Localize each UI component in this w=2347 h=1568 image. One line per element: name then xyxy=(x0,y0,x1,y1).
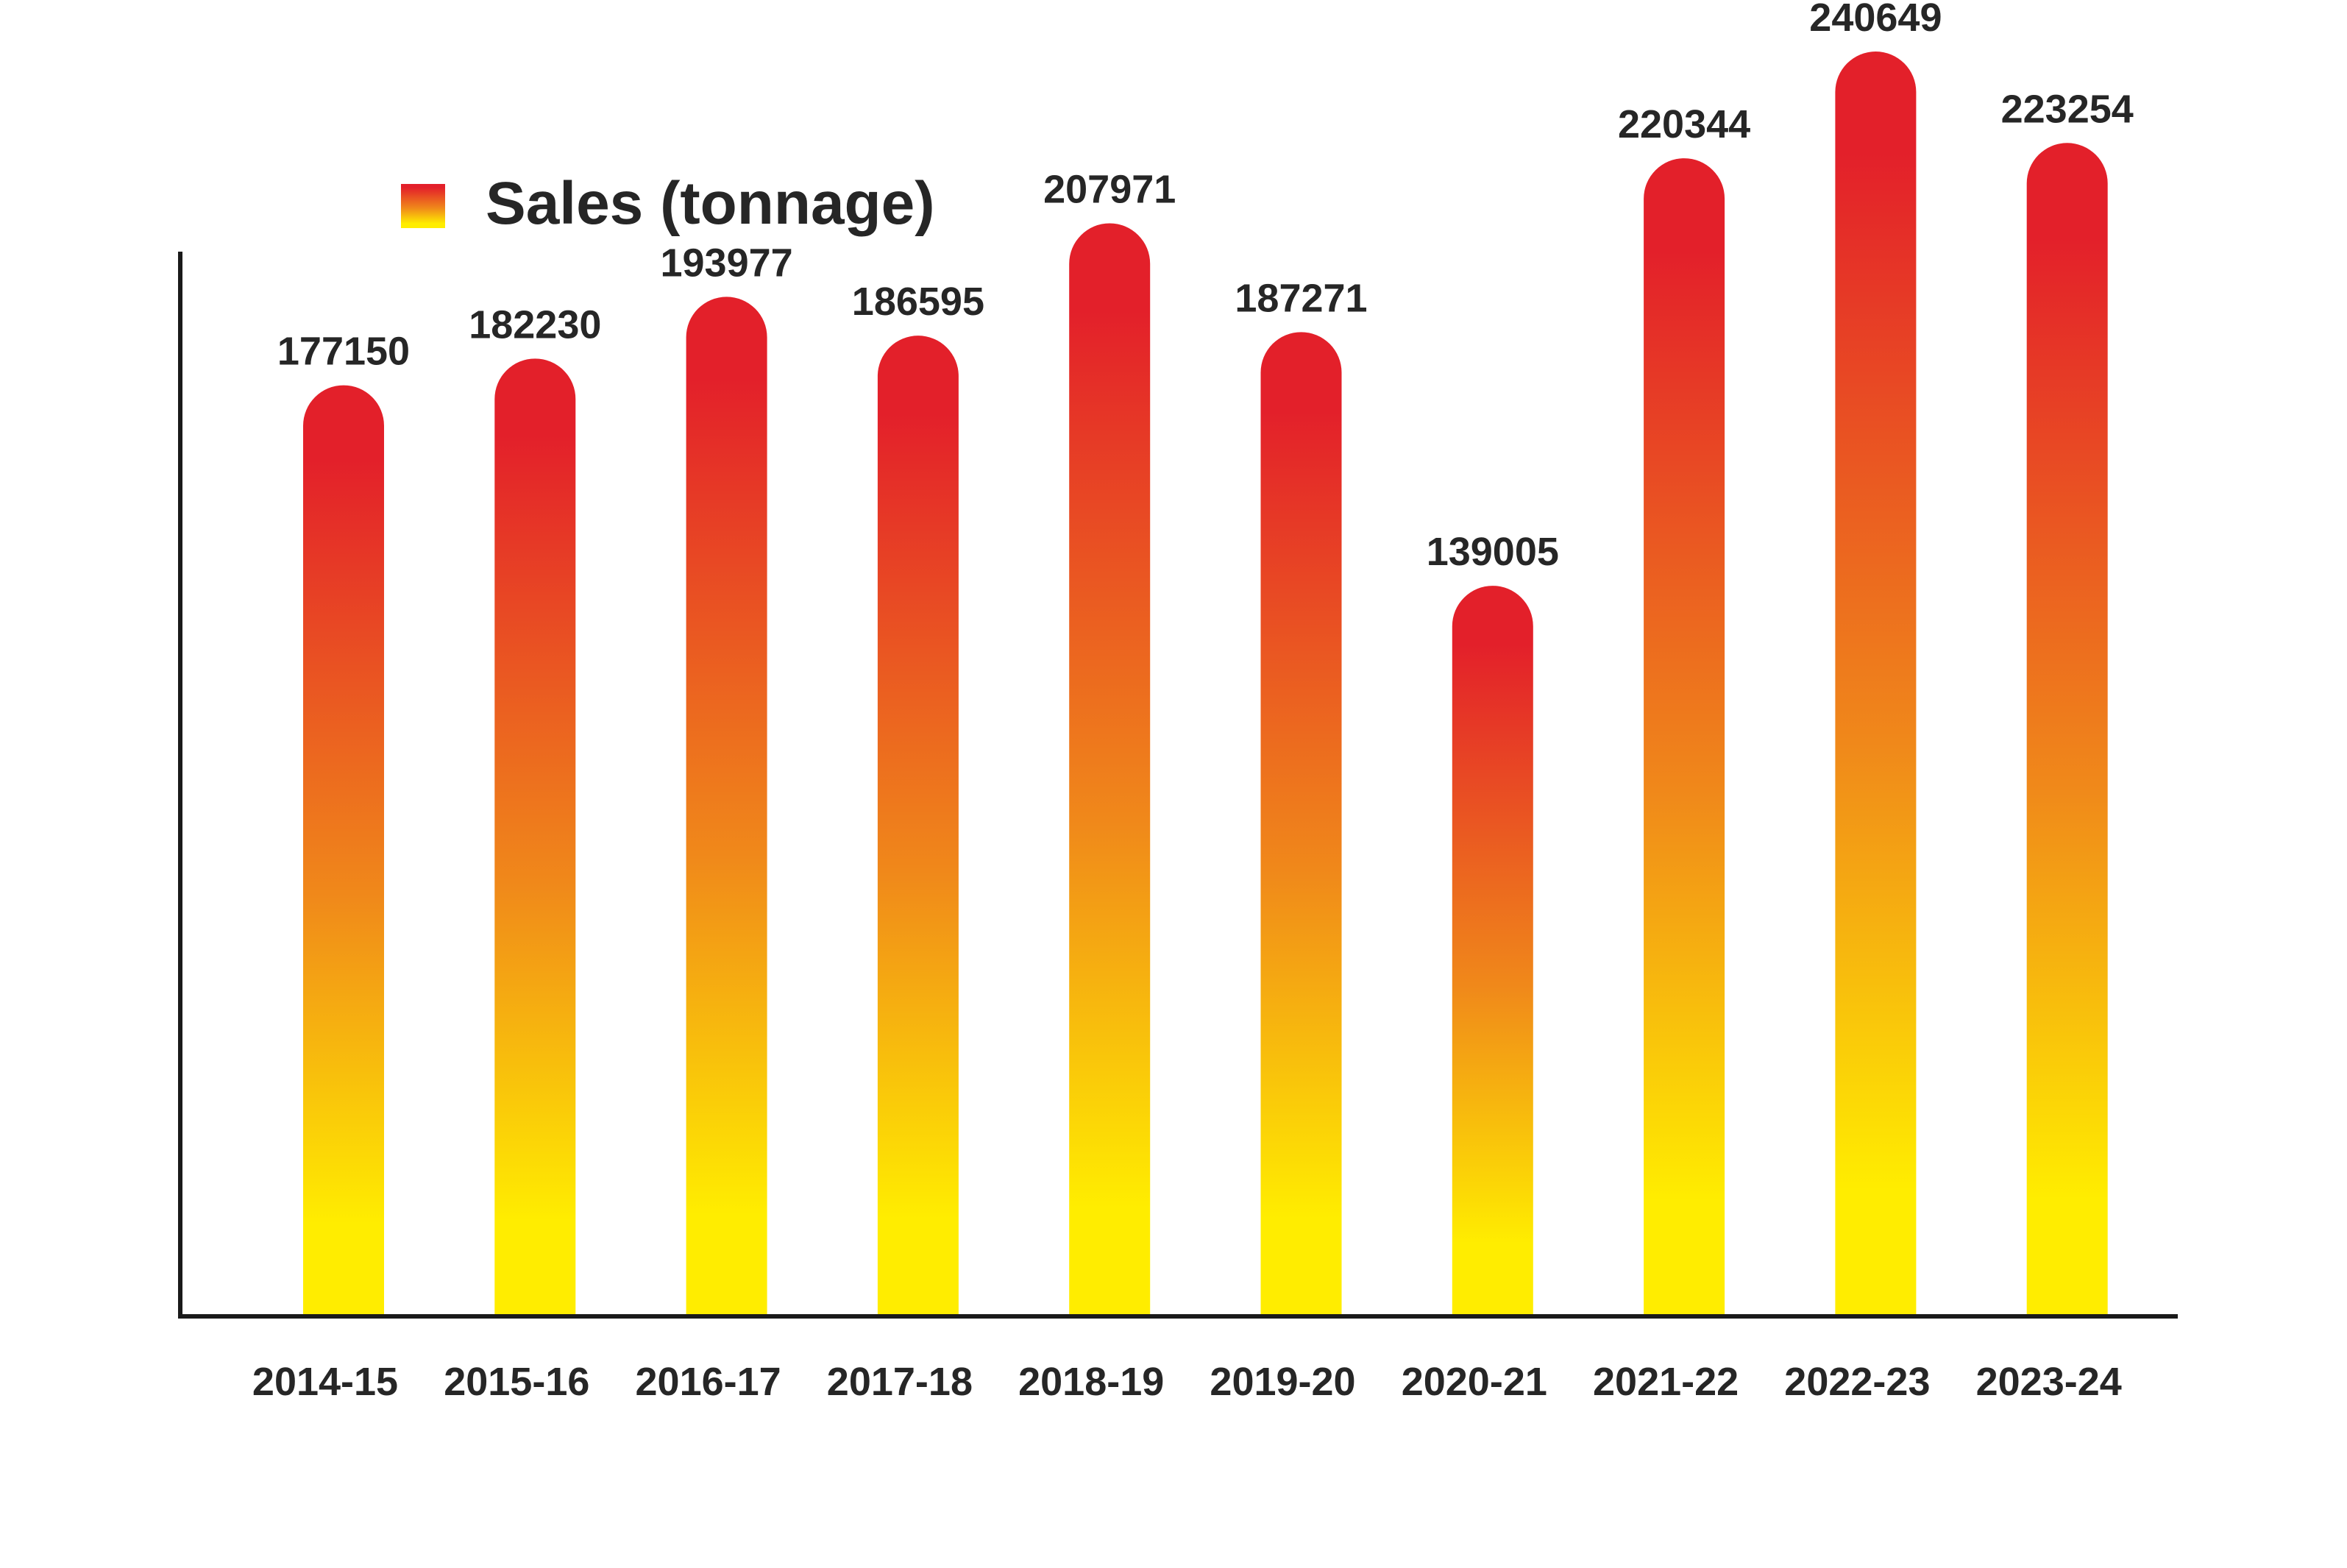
x-tick-label: 2019-20 xyxy=(1210,1360,1355,1404)
value-label: 193977 xyxy=(660,241,792,285)
x-tick-label: 2014-15 xyxy=(252,1360,398,1404)
bar-2018-19 xyxy=(1069,223,1151,1316)
x-tick-label: 2020-21 xyxy=(1402,1360,1547,1404)
value-label: 177150 xyxy=(277,330,410,374)
bar-2019-20 xyxy=(1260,332,1342,1316)
legend-swatch xyxy=(401,184,445,228)
bar-2014-15 xyxy=(303,385,384,1316)
x-tick-label: 2015-16 xyxy=(444,1360,589,1404)
x-tick-label: 2022-23 xyxy=(1784,1360,1930,1404)
value-label: 220344 xyxy=(1618,102,1750,146)
x-tick-label: 2021-22 xyxy=(1593,1360,1739,1404)
bar-2016-17 xyxy=(686,297,767,1317)
x-tick-label: 2018-19 xyxy=(1018,1360,1164,1404)
value-label: 207971 xyxy=(1043,167,1176,211)
bar-2023-24 xyxy=(2026,143,2108,1317)
x-tick-label: 2023-24 xyxy=(1976,1360,2122,1404)
bar-2017-18 xyxy=(877,336,959,1317)
value-label: 240649 xyxy=(1809,0,1942,40)
bar-2020-21 xyxy=(1452,586,1533,1316)
x-tick-label: 2017-18 xyxy=(827,1360,973,1404)
value-label: 186595 xyxy=(852,280,984,324)
legend: Sales (tonnage) xyxy=(401,170,935,237)
bars-group xyxy=(303,52,2108,1317)
bar-2015-16 xyxy=(494,358,576,1317)
value-label: 182230 xyxy=(469,302,601,347)
value-label: 187271 xyxy=(1235,276,1367,320)
x-tick-label: 2016-17 xyxy=(636,1360,781,1404)
legend-label: Sales (tonnage) xyxy=(486,170,935,237)
labels-group: 177150 2014-15 182230 2015-16 193977 2016-17 1… xyxy=(252,0,2134,1404)
axes xyxy=(178,252,2178,1319)
value-label: 223254 xyxy=(2001,87,2134,131)
bar-2021-22 xyxy=(1644,158,1725,1317)
value-label: 139005 xyxy=(1427,530,1559,574)
bar-2022-23 xyxy=(1835,52,1917,1316)
